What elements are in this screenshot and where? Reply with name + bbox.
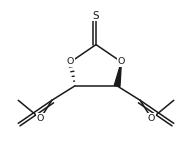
Text: O: O (148, 114, 155, 123)
Text: O: O (67, 57, 74, 66)
Text: S: S (93, 11, 99, 21)
Text: O: O (37, 114, 44, 123)
Text: O: O (118, 57, 125, 66)
Polygon shape (114, 62, 121, 86)
